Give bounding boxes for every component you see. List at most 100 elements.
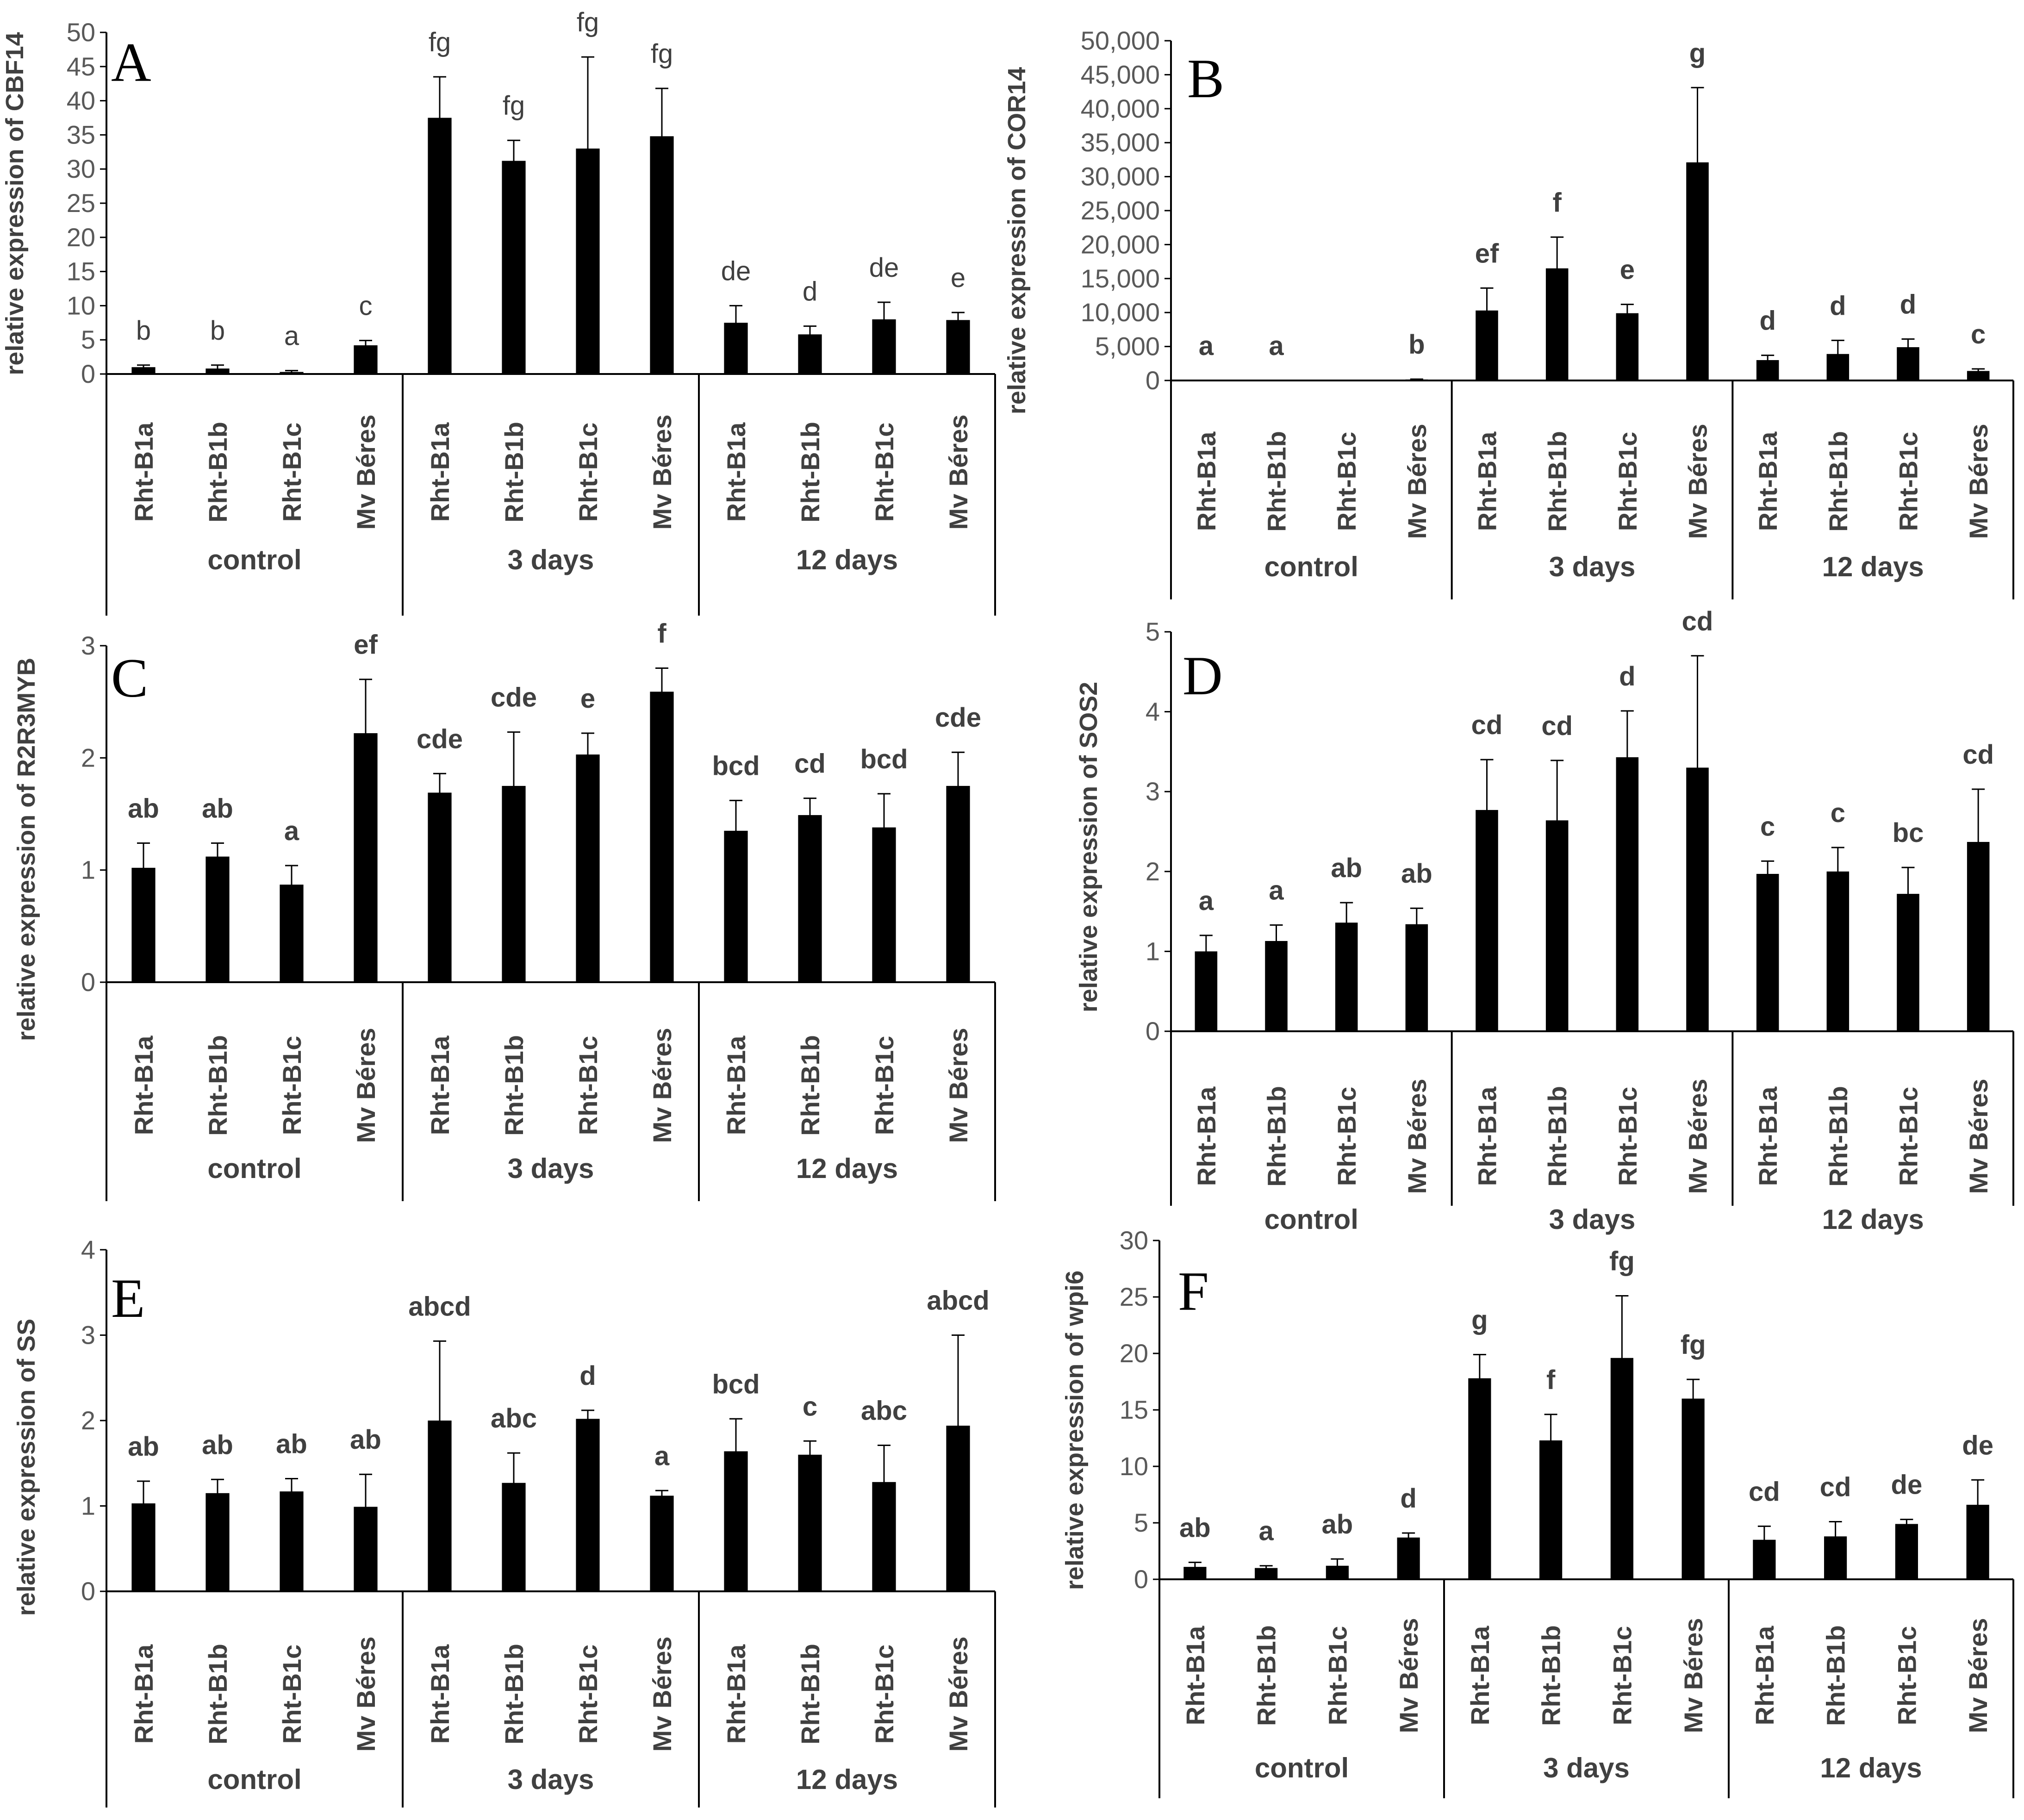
y-tick-label-b: 50,000 (1081, 26, 1160, 55)
significance-letter-e-6: abc (491, 1403, 537, 1434)
category-label-c-1: Rht-B1a (129, 1035, 158, 1135)
y-tick-label-b: 5,000 (1095, 332, 1160, 361)
significance-letter-e-4: ab (350, 1425, 381, 1455)
bar-e-2 (206, 1493, 230, 1591)
category-label-b-5: Rht-B1a (1473, 431, 1502, 531)
y-tick-label-a: 45 (67, 52, 95, 81)
significance-letter-c-9: bcd (712, 751, 760, 781)
bar-c-5 (428, 792, 452, 982)
significance-letter-a-12: e (951, 263, 965, 293)
significance-letter-e-3: ab (276, 1429, 307, 1459)
bar-a-6 (502, 161, 526, 374)
bar-c-7 (576, 754, 600, 982)
category-label-a-5: Rht-B1a (425, 422, 455, 522)
y-tick-label-f: 0 (1134, 1564, 1148, 1594)
significance-letter-f-5: g (1471, 1305, 1488, 1335)
category-label-b-2: Rht-B1b (1262, 431, 1291, 532)
group-label-d-1: control (1264, 1204, 1358, 1235)
category-label-c-9: Rht-B1a (722, 1035, 751, 1135)
significance-letter-b-10: d (1830, 291, 1846, 321)
group-label-c-2: 3 days (508, 1153, 594, 1184)
category-label-a-1: Rht-B1a (129, 422, 158, 522)
y-tick-label-b: 45,000 (1081, 60, 1160, 89)
chart-panel-b: 0 5,000 10,000 15,000 20,000 25,000 30,000 35,0… (1003, 26, 2014, 599)
category-label-c-6: Rht-B1b (499, 1035, 529, 1136)
y-tick-label-b: 15,000 (1081, 264, 1160, 293)
bar-f-11 (1895, 1524, 1918, 1579)
significance-letter-c-5: cde (417, 724, 463, 754)
group-label-b-1: control (1264, 551, 1358, 582)
y-axis-title-d: relative expression of SOS2 (1075, 682, 1102, 1012)
panel-letter-b: B (1187, 48, 1224, 109)
y-tick-label-f: 10 (1120, 1452, 1148, 1481)
group-label-c-1: control (207, 1153, 301, 1184)
significance-letter-f-8: fg (1681, 1330, 1706, 1360)
group-label-c-3: 12 days (796, 1153, 898, 1184)
category-label-d-4: Mv Béres (1402, 1078, 1432, 1194)
y-tick-label-b: 35,000 (1081, 128, 1160, 157)
category-label-f-8: Mv Béres (1679, 1618, 1708, 1733)
category-label-b-7: Rht-B1c (1613, 432, 1642, 531)
category-label-f-2: Rht-B1b (1252, 1625, 1281, 1726)
y-tick-label-a: 0 (81, 359, 95, 388)
category-label-e-5: Rht-B1a (425, 1644, 455, 1744)
significance-letter-e-1: ab (128, 1432, 159, 1462)
category-label-f-4: Mv Béres (1394, 1618, 1423, 1733)
category-label-b-9: Rht-B1a (1753, 431, 1782, 531)
group-label-a-2: 3 days (508, 544, 594, 575)
category-label-d-10: Rht-B1b (1824, 1086, 1853, 1187)
significance-letter-c-1: ab (128, 794, 159, 824)
significance-letter-d-2: a (1269, 875, 1284, 905)
bar-c-8 (650, 692, 674, 982)
category-label-a-12: Mv Béres (944, 414, 973, 530)
significance-letter-b-6: f (1553, 187, 1562, 218)
category-label-e-11: Rht-B1c (870, 1645, 899, 1744)
y-tick-label-e: 3 (81, 1321, 95, 1350)
category-label-e-6: Rht-B1b (499, 1644, 529, 1745)
significance-letter-b-7: e (1620, 255, 1635, 285)
category-label-c-4: Mv Béres (351, 1028, 380, 1143)
category-label-a-3: Rht-B1c (277, 423, 306, 522)
significance-letter-c-7: e (580, 684, 595, 714)
category-label-c-2: Rht-B1b (203, 1035, 232, 1136)
group-label-e-3: 12 days (796, 1764, 898, 1795)
significance-letter-a-10: d (803, 277, 817, 307)
significance-letter-b-9: d (1759, 306, 1775, 336)
significance-letter-f-9: cd (1749, 1477, 1780, 1507)
y-tick-label-b: 0 (1146, 366, 1160, 395)
category-label-f-10: Rht-B1b (1821, 1625, 1850, 1726)
significance-letter-d-6: cd (1541, 711, 1573, 741)
group-label-b-2: 3 days (1549, 551, 1636, 582)
category-label-d-11: Rht-B1c (1894, 1087, 1923, 1186)
category-label-b-12: Mv Béres (1964, 424, 1993, 539)
significance-letter-c-8: f (657, 618, 666, 648)
y-tick-label-d: 3 (1146, 777, 1160, 806)
category-label-c-11: Rht-B1c (870, 1036, 899, 1135)
significance-letter-b-1: a (1199, 331, 1214, 361)
significance-letter-f-3: ab (1322, 1509, 1353, 1540)
y-tick-label-b: 30,000 (1081, 162, 1160, 191)
category-label-f-1: Rht-B1a (1181, 1626, 1210, 1726)
significance-letter-b-12: c (1971, 319, 1986, 349)
y-axis-title-a: relative expression of CBF14 (1, 32, 29, 375)
category-label-e-4: Mv Béres (351, 1636, 380, 1751)
y-tick-label-d: 0 (1146, 1016, 1160, 1046)
chart-panel-e: 0 1 2 3 4 ab Rht-B1a ab Rht-B1b ab Rht-B1c ab Mv Bér… (12, 1235, 996, 1808)
group-label-f-2: 3 days (1543, 1752, 1630, 1783)
y-tick-label-e: 4 (81, 1235, 95, 1264)
y-tick-label-a: 5 (81, 325, 95, 354)
category-label-f-3: Rht-B1c (1323, 1626, 1352, 1726)
category-label-c-7: Rht-B1c (573, 1036, 603, 1135)
significance-letter-f-7: fg (1609, 1247, 1635, 1277)
y-axis-title-b: relative expression of COR14 (1003, 67, 1031, 414)
y-axis-title-f: relative expression of wpi6 (1061, 1271, 1089, 1590)
bar-d-4 (1405, 924, 1428, 1031)
significance-letter-a-3: a (284, 321, 299, 351)
bar-d-10 (1826, 871, 1850, 1031)
category-label-e-2: Rht-B1b (203, 1644, 232, 1745)
significance-letter-a-1: b (136, 316, 151, 346)
category-label-a-8: Mv Béres (648, 414, 677, 530)
category-label-a-6: Rht-B1b (499, 422, 529, 523)
significance-letter-d-9: c (1760, 811, 1775, 841)
